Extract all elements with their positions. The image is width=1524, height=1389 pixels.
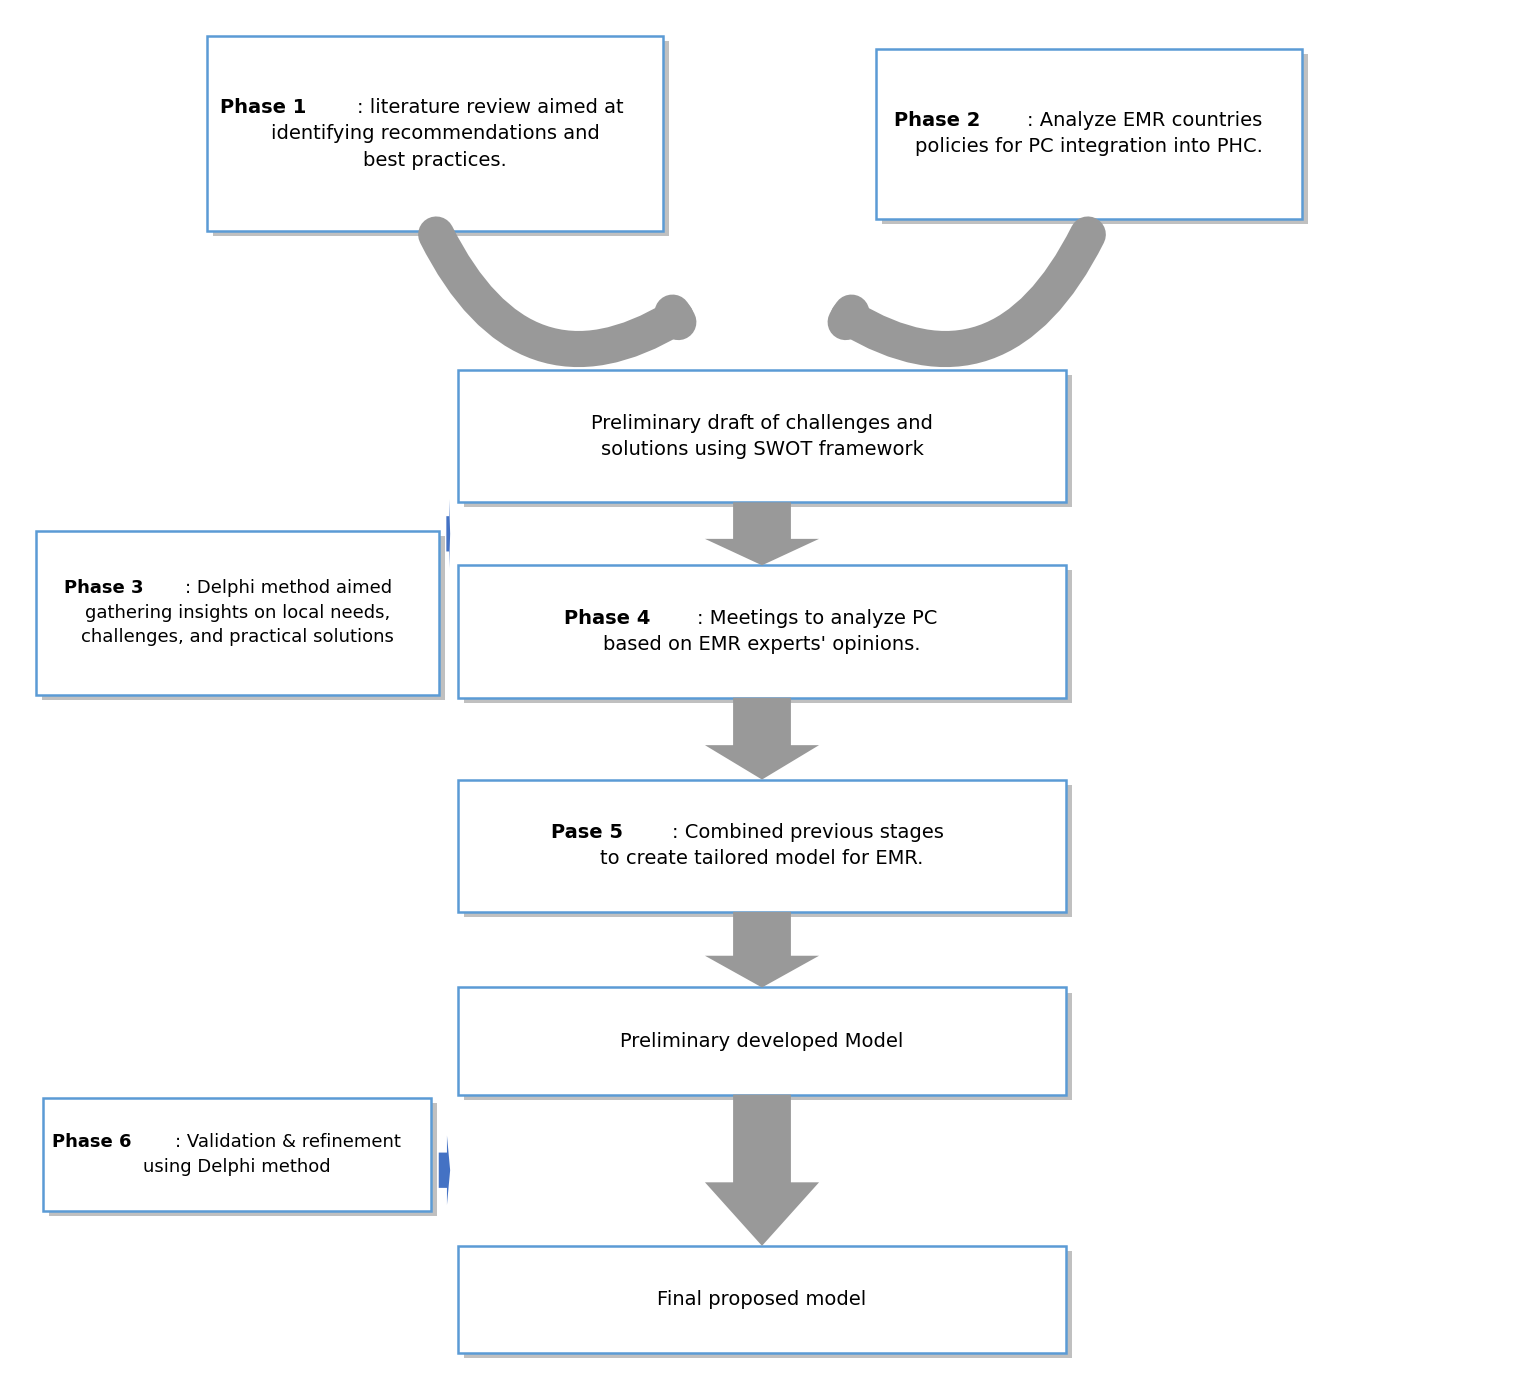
FancyBboxPatch shape (876, 49, 1301, 219)
Text: Phase 3: Phase 3 (64, 579, 143, 597)
FancyBboxPatch shape (457, 779, 1067, 913)
FancyBboxPatch shape (463, 571, 1073, 703)
Text: Phase 6: Phase 6 (52, 1133, 131, 1151)
FancyBboxPatch shape (457, 1246, 1067, 1353)
Text: Final proposed model: Final proposed model (657, 1290, 867, 1308)
FancyBboxPatch shape (457, 988, 1067, 1095)
FancyBboxPatch shape (41, 536, 445, 700)
Text: Phase 4: Phase 4 (564, 608, 651, 628)
Text: using Delphi method: using Delphi method (143, 1157, 331, 1175)
Text: : Analyze EMR countries: : Analyze EMR countries (1027, 111, 1262, 131)
FancyBboxPatch shape (463, 993, 1073, 1100)
Text: : Delphi method aimed: : Delphi method aimed (184, 579, 392, 597)
Text: best practices.: best practices. (363, 150, 507, 169)
Text: identifying recommendations and: identifying recommendations and (271, 124, 599, 143)
FancyBboxPatch shape (463, 1251, 1073, 1358)
FancyArrow shape (447, 499, 450, 568)
Text: solutions using SWOT framework: solutions using SWOT framework (600, 440, 924, 458)
Text: Phase 2: Phase 2 (895, 111, 981, 131)
Text: Phase 1: Phase 1 (219, 97, 306, 117)
FancyBboxPatch shape (882, 54, 1308, 224)
Text: based on EMR experts' opinions.: based on EMR experts' opinions. (604, 635, 920, 654)
Text: policies for PC integration into PHC.: policies for PC integration into PHC. (914, 138, 1263, 157)
FancyBboxPatch shape (463, 375, 1073, 507)
FancyArrow shape (706, 503, 818, 565)
FancyBboxPatch shape (463, 785, 1073, 917)
Text: Preliminary draft of challenges and: Preliminary draft of challenges and (591, 414, 933, 432)
FancyBboxPatch shape (457, 369, 1067, 503)
FancyArrow shape (706, 913, 818, 988)
Text: challenges, and practical solutions: challenges, and practical solutions (81, 628, 393, 646)
FancyArrow shape (706, 1095, 818, 1246)
Text: : Combined previous stages: : Combined previous stages (672, 824, 945, 842)
FancyBboxPatch shape (457, 565, 1067, 697)
Text: to create tailored model for EMR.: to create tailored model for EMR. (600, 850, 924, 868)
FancyBboxPatch shape (35, 531, 439, 694)
FancyBboxPatch shape (49, 1103, 437, 1217)
FancyArrow shape (439, 1136, 450, 1204)
Text: Preliminary developed Model: Preliminary developed Model (620, 1032, 904, 1050)
Text: gathering insights on local needs,: gathering insights on local needs, (84, 604, 390, 622)
FancyBboxPatch shape (213, 42, 669, 236)
Text: : Meetings to analyze PC: : Meetings to analyze PC (698, 608, 937, 628)
FancyArrow shape (706, 697, 818, 779)
FancyBboxPatch shape (207, 36, 663, 232)
FancyBboxPatch shape (43, 1097, 431, 1211)
Text: Pase 5: Pase 5 (550, 824, 623, 842)
Text: : literature review aimed at: : literature review aimed at (357, 97, 623, 117)
Text: : Validation & refinement: : Validation & refinement (175, 1133, 401, 1151)
